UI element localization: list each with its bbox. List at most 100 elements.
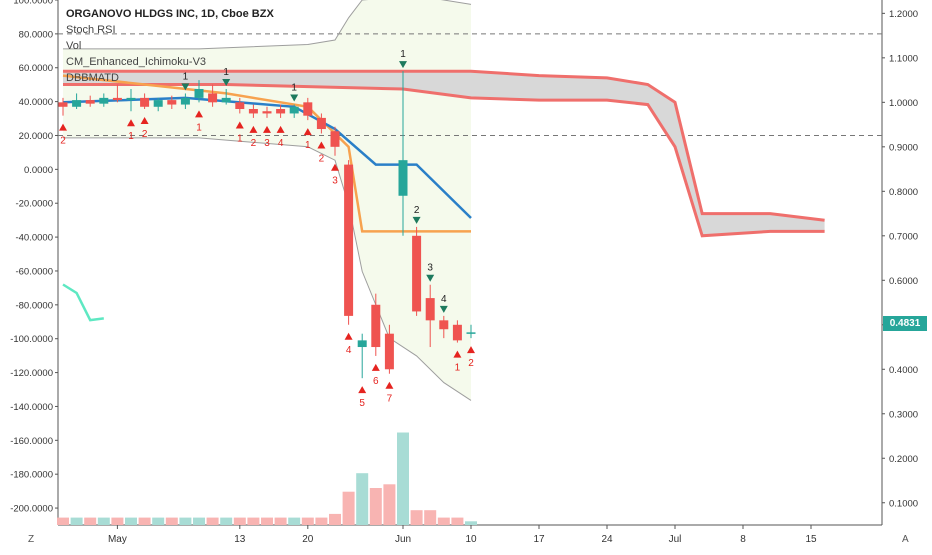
volume-bar	[397, 432, 409, 525]
td-buy-arrow	[331, 163, 339, 171]
left-tick-label: 80.0000	[19, 29, 53, 40]
candle-body	[167, 100, 177, 105]
left-tick-label: -60.0000	[15, 266, 53, 277]
td-count-label: 1	[196, 122, 202, 133]
volume-bar	[451, 517, 464, 525]
stoch-rsi-line	[62, 283, 104, 322]
candle-body	[344, 164, 354, 316]
candle-body	[72, 100, 82, 107]
last-price-badge: 0.4831	[883, 316, 927, 331]
bollinger-fill	[63, 0, 471, 401]
candle-body	[303, 102, 313, 116]
td-count-label: 1	[128, 131, 134, 142]
td-buy-arrow	[385, 381, 394, 389]
candle-body	[439, 320, 449, 330]
volume-bar	[179, 517, 192, 525]
left-tick-label: 0.0000	[24, 165, 53, 176]
volume-bar	[138, 517, 151, 525]
indicator-dbbmatd[interactable]: DBBMATD	[66, 72, 119, 84]
candle-body	[412, 235, 422, 312]
td-count-label: 4	[346, 345, 352, 356]
candle-body	[235, 102, 245, 110]
td-buy-arrow	[453, 350, 462, 358]
left-tick-label: 40.0000	[19, 97, 53, 108]
volume-bar	[274, 517, 287, 525]
right-tick-label: 0.2000	[889, 454, 918, 465]
td-buy-arrow	[303, 128, 312, 136]
left-tick-label: -20.0000	[15, 199, 53, 210]
x-tick-label: 15	[805, 534, 817, 545]
left-tick-label: -80.0000	[15, 300, 53, 311]
x-tick-label: 17	[533, 534, 545, 545]
indicator-stoch-rsi[interactable]: Stoch RSI	[66, 24, 116, 36]
left-corner-button[interactable]: Z	[28, 534, 35, 545]
candle-body	[208, 93, 218, 103]
chart-legend: ORGANOVO HLDGS INC, 1D, Cboe BZX Stoch R…	[66, 6, 274, 86]
volume-bar	[288, 517, 301, 525]
td-count-label: 1	[291, 83, 297, 94]
candle-body	[85, 100, 95, 104]
td-count-label: 2	[414, 205, 420, 216]
td-count-label: 4	[441, 294, 447, 305]
right-corner-button[interactable]: A	[902, 534, 909, 545]
volume-bar	[329, 513, 341, 525]
volume-bar	[97, 517, 110, 525]
volume-bar	[247, 517, 260, 525]
td-buy-arrow	[195, 110, 203, 118]
td-sell-arrow	[222, 78, 231, 86]
right-tick-label: 0.4000	[889, 365, 918, 376]
td-count-label: 1	[455, 363, 461, 374]
candle-body	[371, 304, 381, 348]
candle-body	[99, 97, 109, 104]
right-tick-label: 0.7000	[889, 231, 918, 242]
indicator-ichimoku[interactable]: CM_Enhanced_Ichimoku-V3	[66, 56, 207, 68]
td-count-label: 1	[237, 133, 243, 144]
candle-body	[357, 340, 367, 348]
td-count-label: 5	[359, 398, 365, 409]
ichimoku-cloud	[63, 71, 825, 236]
td-count-label: 1	[305, 140, 311, 151]
candle-body	[276, 109, 286, 114]
td-buy-arrow	[358, 386, 367, 394]
volume-bar	[342, 491, 355, 525]
left-tick-label: -40.0000	[15, 233, 53, 244]
symbol-title[interactable]: ORGANOVO HLDGS INC, 1D, Cboe BZX	[66, 8, 274, 20]
candle-body	[126, 97, 136, 101]
volume-bar	[301, 517, 314, 525]
volume-bar	[369, 488, 382, 525]
td-buy-arrow	[249, 125, 258, 133]
right-tick-label: 1.2000	[889, 9, 918, 20]
right-tick-label: 1.1000	[889, 53, 918, 64]
left-tick-label: -180.0000	[10, 470, 53, 481]
volume-bar	[206, 517, 219, 525]
volume-bar	[220, 517, 233, 525]
volume-bar	[437, 517, 450, 525]
candle-body	[452, 324, 462, 341]
td-buy-arrow	[127, 119, 135, 127]
td-count-label: 2	[251, 138, 257, 149]
candle-body	[384, 333, 394, 370]
kijun-line	[62, 74, 471, 233]
volume-bar	[57, 517, 69, 525]
volume-bar	[70, 517, 83, 525]
td-buy-arrow	[263, 125, 271, 133]
x-tick-label: 13	[234, 534, 246, 545]
indicator-vol[interactable]: Vol	[66, 40, 82, 52]
left-tick-label: -100.0000	[10, 334, 53, 345]
candle-body	[221, 97, 231, 103]
volume-bar	[424, 510, 437, 525]
volume-bar	[410, 510, 423, 525]
left-tick-label: 20.0000	[19, 131, 53, 142]
td-count-label: 1	[223, 67, 229, 78]
volume-bar	[193, 517, 205, 525]
candle-body	[316, 117, 326, 130]
x-tick-label: 20	[302, 534, 314, 545]
candle-body	[425, 298, 435, 321]
td-sell-arrow	[412, 216, 421, 224]
x-tick-label: Jun	[395, 534, 411, 545]
td-buy-arrow	[467, 346, 475, 354]
volume-bar	[111, 517, 124, 525]
cloud-upper-line	[63, 69, 825, 222]
candle-body	[153, 100, 163, 107]
